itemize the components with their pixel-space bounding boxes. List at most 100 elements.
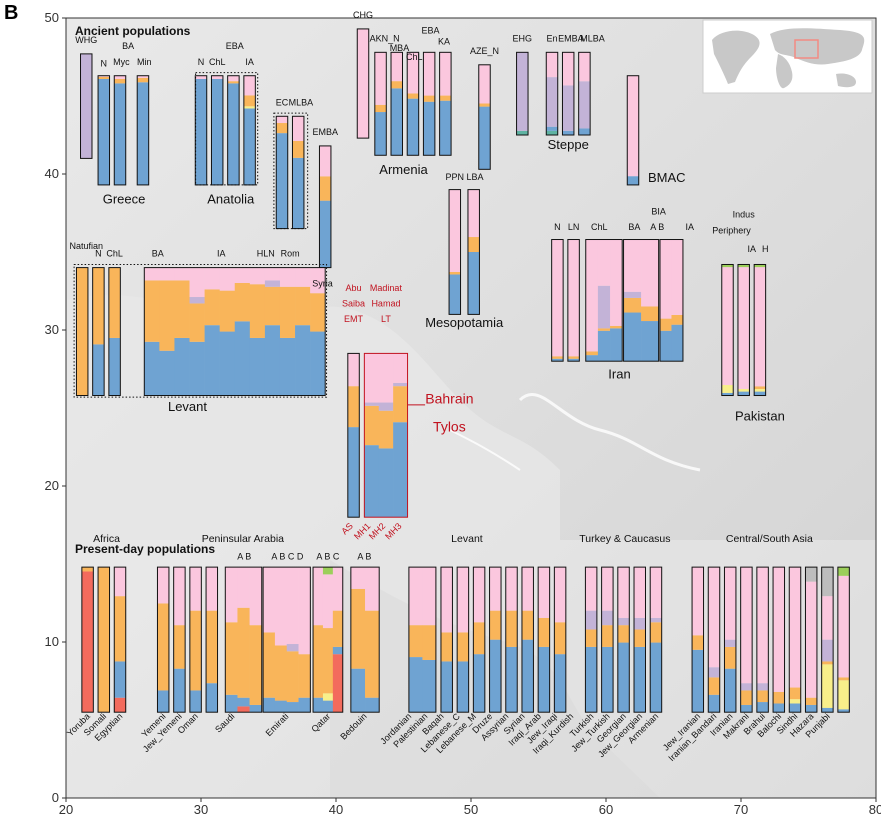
bar-segment-orange [114,78,126,84]
bar-segment-blue [225,694,238,713]
bahrain-label: Bahrain [425,390,473,406]
bar-segment-yellow [737,388,750,392]
bar-segment-blue [708,694,720,713]
bar-segment-orange [310,293,326,332]
stacked-bar [448,189,462,315]
bar-segment-pink [538,567,550,618]
bar-segment-pink [617,567,630,618]
bar-segment-blue [347,427,360,518]
bar-segment-green [737,264,750,268]
bar-segment-blue [206,683,218,713]
stacked-bar [691,566,705,713]
bar-segment-pink [610,239,623,326]
group-label: IA [245,57,254,67]
bar-segment-blue [234,321,251,396]
bahrain-label: LT [381,314,391,324]
bar-segment-blue [627,176,639,185]
bar-segment-blue [546,126,558,131]
stacked-bar [467,189,480,315]
bar-outline [551,239,564,362]
bar-outline [649,566,663,713]
group-label: EMBA [558,33,584,43]
bar-segment-purple [601,610,614,626]
group-label: Turkey & Caucasus [579,533,670,545]
stacked-bar [516,51,529,136]
bar-segment-orange [378,410,394,449]
bar-segment-orange [473,622,485,655]
group-label: ChL [591,222,608,232]
bar-segment-pink [364,353,380,403]
bar-segment-pink [585,567,597,611]
bar-segment-pink [578,52,591,82]
bar-segment-blue [108,337,121,396]
bar-segment-orange [137,77,149,83]
bar-segment-pink [505,567,518,611]
bar-segment-pink [740,567,753,684]
group-outline [659,239,684,362]
bar-outline [113,566,127,713]
group-label: Central/South Asia [726,533,813,545]
bar-group [350,566,380,713]
group-label: A B C [316,551,340,561]
stacked-bar [194,75,208,186]
group-label: LN [568,222,580,232]
bar-outline [617,566,630,713]
bar-segment-blue [286,702,299,713]
bar-segment-green [837,567,850,576]
bar-segment-pink [449,189,461,272]
group-label: CHG [353,10,373,20]
bar-outline [439,51,452,156]
bar-outline [721,263,734,397]
bar-segment-pink [322,574,334,629]
bar-segment-pink [292,116,304,141]
bar-segment-orange [597,328,611,331]
bar-segment-blue [821,707,834,713]
bar-segment-pink [279,267,296,287]
bar-outline [81,566,94,713]
bar-segment-blue [756,702,769,713]
stacked-bar [406,51,420,156]
bar-segment-blue [274,700,288,713]
bar-segment-pink [98,75,110,77]
bar-segment-blue [174,337,190,396]
bar-segment-purple [578,81,591,129]
bar-outline [374,51,387,156]
bar-segment-orange [650,622,662,643]
bar-segment-orange [81,567,94,572]
group-label: En [546,33,557,43]
bar-segment-orange [754,386,766,389]
bar-segment-pink [627,75,639,177]
bar-segment-blue [440,661,453,713]
group-label: IA [748,244,757,254]
group-label: AKN_N [370,33,400,43]
bar-segment-orange [756,690,769,703]
stacked-bar [97,566,111,713]
bar-segment-green [754,264,766,268]
group-label: A B C D [271,551,304,561]
bar-segment-orange [298,654,311,698]
bar-outline [561,51,575,136]
bar-segment-orange [837,677,850,681]
bar-segment-orange [114,596,126,662]
stacked-bar [173,566,186,713]
bar-segment-orange [144,280,160,342]
bar-group [224,566,263,713]
bar-segment-orange [641,306,659,322]
group-label: Natufian [69,241,103,251]
bar-segment-pink [473,567,485,623]
stacked-bar [390,51,403,156]
bar-segment-purple [378,402,394,411]
stacked-bar [740,566,753,713]
bar-outline [521,566,534,713]
bar-segment-blue [114,83,126,185]
group-label: BIA [651,207,666,217]
bar-segment-pink [189,567,202,611]
section-titles: Ancient populations Present-day populatio… [75,24,215,556]
bar-segment-blue [219,331,236,396]
x-tick-label: 80 [869,802,881,817]
bar-segment-blue [332,646,344,655]
bar-segment-yellow [243,106,256,109]
bar-segment-orange [478,103,491,107]
group-label: A B [357,551,371,561]
bar-segment-blue [350,668,366,713]
